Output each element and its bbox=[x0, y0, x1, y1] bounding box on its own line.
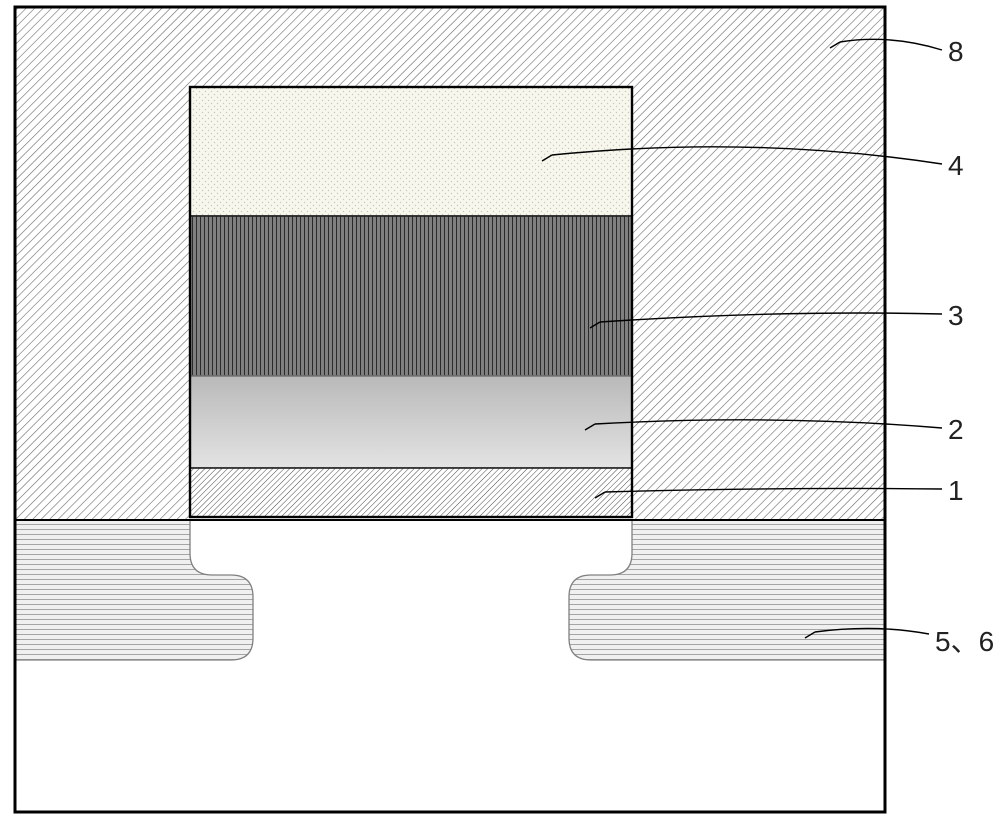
diagram-canvas bbox=[0, 0, 1000, 823]
callout-label-0: 8 bbox=[948, 36, 964, 68]
callout-label-3: 2 bbox=[948, 414, 964, 446]
doped-region-left bbox=[15, 520, 253, 660]
layer3 bbox=[190, 216, 632, 376]
callout-label-4: 1 bbox=[948, 475, 964, 507]
layer2 bbox=[190, 376, 632, 468]
callout-label-2: 3 bbox=[948, 300, 964, 332]
doped-region-right bbox=[569, 520, 885, 660]
layer1 bbox=[190, 468, 632, 517]
callout-label-1: 4 bbox=[948, 150, 964, 182]
callout-label-5: 5、6 bbox=[935, 620, 994, 660]
layer4 bbox=[190, 87, 632, 216]
